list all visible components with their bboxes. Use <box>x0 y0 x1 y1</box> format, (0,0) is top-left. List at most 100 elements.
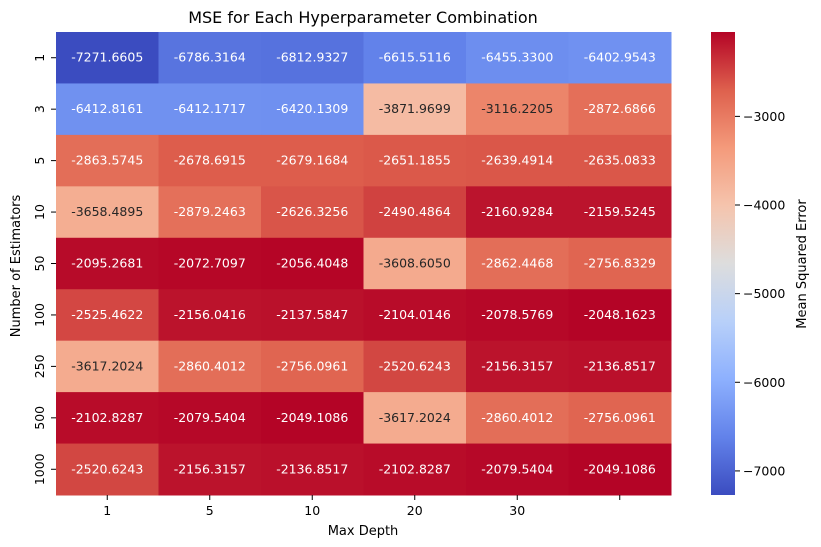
heatmap-cell <box>56 186 159 239</box>
cell-value-label: -2879.2463 <box>174 204 246 219</box>
heatmap-cell <box>466 32 569 84</box>
cell-value-label: -2137.5847 <box>276 307 348 322</box>
heatmap-cell <box>363 32 467 84</box>
heatmap-cell <box>261 443 364 496</box>
y-axis-ticks: 1 3 5 10 50 100 250 500 1000 <box>32 54 56 485</box>
chart-title: MSE for Each Hyperparameter Combination <box>188 8 538 27</box>
heatmap-cell <box>261 237 364 290</box>
heatmap-cell <box>568 340 672 393</box>
cell-value-label: -2095.2681 <box>71 256 143 271</box>
heatmap-cell <box>568 289 672 342</box>
cell-value-label: -6420.1309 <box>276 101 348 116</box>
cell-value-label: -2079.5404 <box>174 410 246 425</box>
cell-value-label: -6412.1717 <box>174 101 246 116</box>
cell-value-label: -2056.4048 <box>276 256 348 271</box>
heatmap-cell <box>466 134 569 187</box>
heatmap-cell <box>158 392 262 445</box>
heatmap-cell <box>466 340 569 393</box>
heatmap-cell <box>56 392 159 445</box>
cell-value-label: -2079.5404 <box>481 461 553 476</box>
heatmap-cell <box>56 237 159 290</box>
cell-value-label: -2651.1855 <box>379 153 451 168</box>
cell-value-label: -2626.3256 <box>276 204 348 219</box>
cell-value-label: -3116.2205 <box>481 101 553 116</box>
cell-value-label: -2520.6243 <box>379 358 451 373</box>
cell-value-label: -2639.4914 <box>481 153 553 168</box>
heatmap-cell <box>568 186 672 239</box>
y-tick-label: 50 <box>32 256 47 272</box>
x-tick-label: 5 <box>206 503 214 518</box>
y-tick-label: 10 <box>32 204 47 220</box>
heatmap-cell <box>466 289 569 342</box>
heatmap-cell <box>158 32 262 84</box>
cell-value-label: -2156.3157 <box>174 461 246 476</box>
heatmap-cell <box>466 237 569 290</box>
colorbar-tick-label: −3000 <box>743 109 785 124</box>
cell-value-label: -2156.3157 <box>481 358 553 373</box>
colorbar-tick-label: −6000 <box>743 375 785 390</box>
y-tick-label: 5 <box>32 157 47 165</box>
cell-value-label: -2525.4622 <box>71 307 143 322</box>
heatmap-cell <box>261 340 364 393</box>
cell-value-label: -2048.1623 <box>584 307 656 322</box>
cell-value-label: -2159.5245 <box>584 204 656 219</box>
heatmap-cell <box>568 32 672 84</box>
heatmap-cell <box>158 134 262 187</box>
x-tick-label: 1 <box>103 503 111 518</box>
colorbar-tick-label: −5000 <box>743 286 785 301</box>
heatmap-cell <box>261 186 364 239</box>
cell-value-label: -2136.8517 <box>276 461 348 476</box>
cell-value-label: -2678.6915 <box>174 153 246 168</box>
cell-value-label: -2860.4012 <box>174 358 246 373</box>
heatmap-cell <box>261 134 364 187</box>
heatmap-cell <box>261 392 364 445</box>
cell-value-label: -2104.0146 <box>379 307 451 322</box>
cell-value-label: -7271.6605 <box>71 50 143 65</box>
heatmap-cell <box>56 83 159 136</box>
cell-value-label: -2156.0416 <box>174 307 246 322</box>
y-tick-label: 500 <box>32 406 47 430</box>
cell-value-label: -2862.4468 <box>481 256 553 271</box>
heatmap-cell <box>261 289 364 342</box>
cell-value-label: -6812.9327 <box>276 50 348 65</box>
heatmap-cell <box>158 237 262 290</box>
cell-value-label: -3608.6050 <box>379 256 451 271</box>
cell-value-label: -6615.5116 <box>379 50 451 65</box>
heatmap-cell <box>56 289 159 342</box>
cell-value-label: -3617.2024 <box>71 358 143 373</box>
heatmap-cell <box>158 83 262 136</box>
heatmap-cell <box>466 443 569 496</box>
y-tick-label: 3 <box>32 105 47 113</box>
cell-value-label: -2756.8329 <box>584 256 656 271</box>
heatmap-cell <box>466 83 569 136</box>
heatmap-cell <box>363 186 467 239</box>
x-axis-ticks: 1 5 10 20 30 <box>103 495 621 518</box>
cell-value-label: -2863.5745 <box>71 153 143 168</box>
x-tick-label: 20 <box>407 503 423 518</box>
cell-value-label: -2679.1684 <box>276 153 348 168</box>
colorbar <box>711 32 735 495</box>
y-tick-label: 250 <box>32 354 47 378</box>
heatmap-cell <box>466 392 569 445</box>
heatmap-cell <box>56 32 159 84</box>
heatmap-cell <box>568 134 672 187</box>
cell-value-label: -2136.8517 <box>584 358 656 373</box>
y-tick-label: 1 <box>32 54 47 62</box>
heatmap-cell <box>158 289 262 342</box>
heatmap-cells: -7271.6605 -6786.3164 -6812.9327 -6615.5116… <box>56 32 672 496</box>
cell-value-label: -6402.9543 <box>584 50 656 65</box>
heatmap-cell <box>56 134 159 187</box>
x-tick-label: 10 <box>304 503 320 518</box>
heatmap-cell <box>568 237 672 290</box>
y-tick-label: 1000 <box>32 453 47 485</box>
heatmap-cell <box>363 443 467 496</box>
cell-value-label: -2072.7097 <box>174 256 246 271</box>
cell-value-label: -2490.4864 <box>379 204 451 219</box>
y-axis-label: Number of Estimators <box>9 195 24 338</box>
cell-value-label: -6455.3300 <box>481 50 553 65</box>
heatmap-cell <box>363 289 467 342</box>
colorbar-tick-label: −4000 <box>743 198 785 213</box>
heatmap-cell <box>363 340 467 393</box>
heatmap-cell <box>363 392 467 445</box>
